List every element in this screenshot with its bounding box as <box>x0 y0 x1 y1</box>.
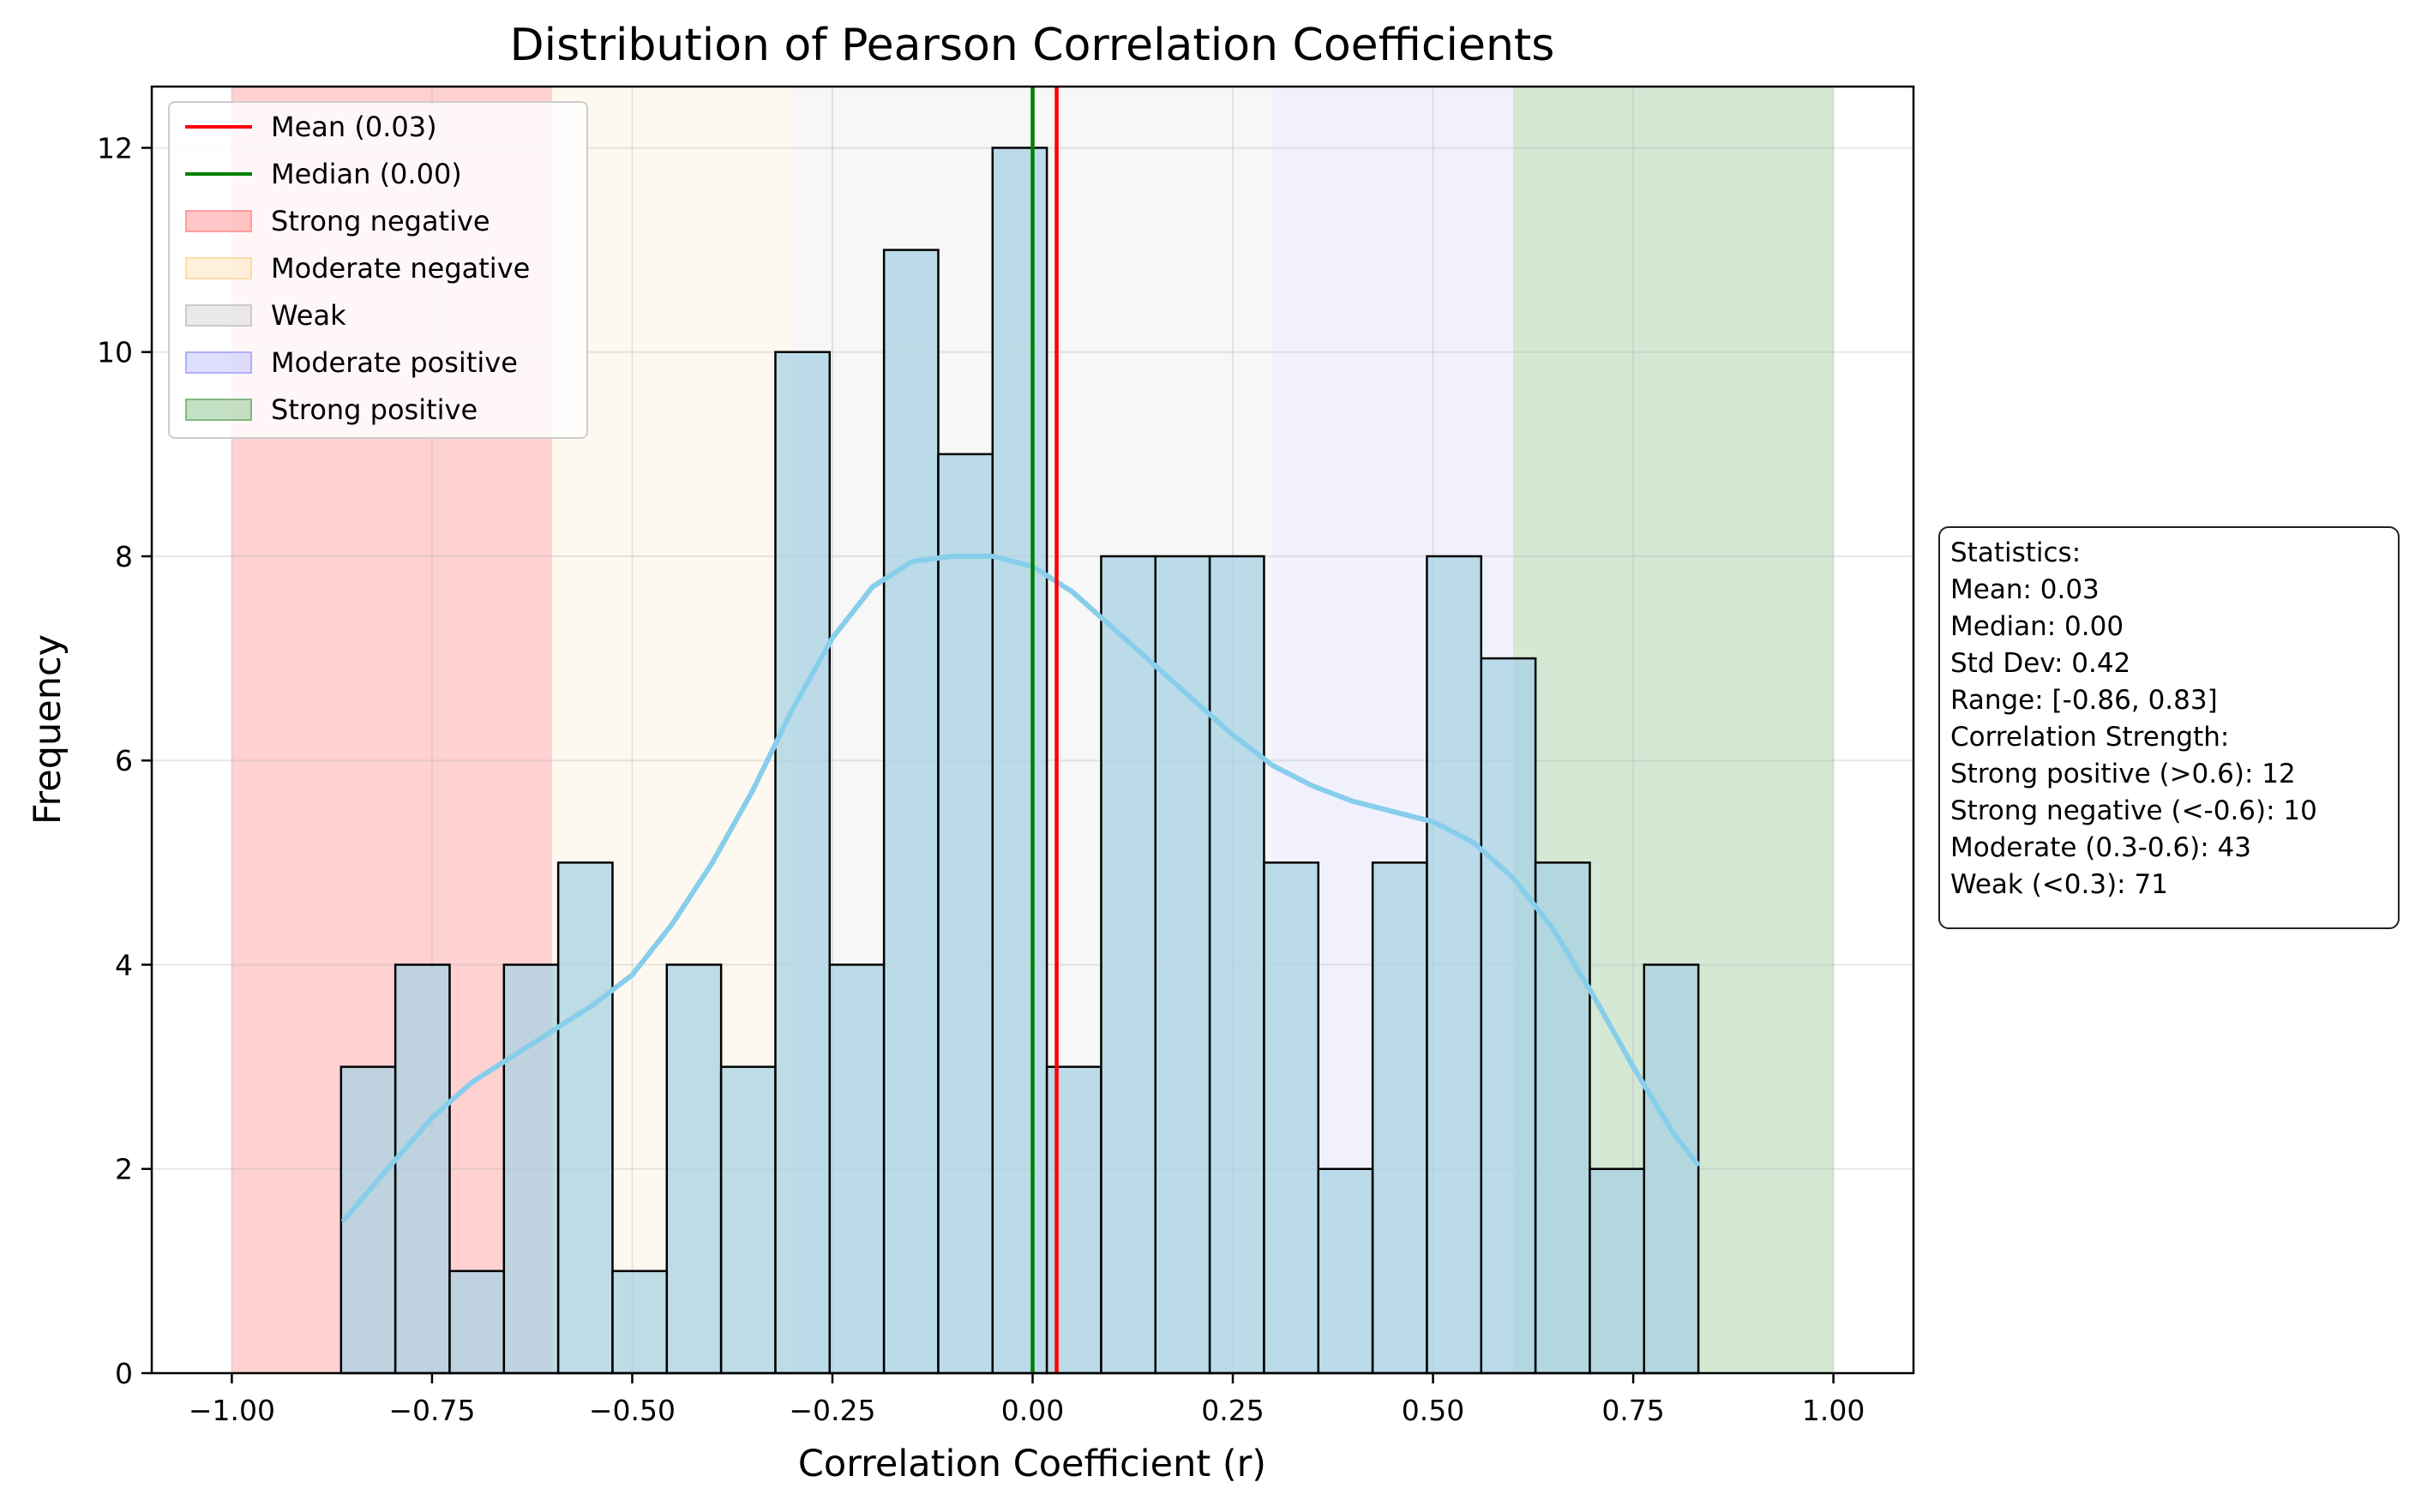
stats-line: Range: [-0.86, 0.83] <box>1950 685 2218 716</box>
histogram-bar <box>1208 555 1265 1375</box>
legend-mean-label: Mean (0.03) <box>271 111 437 143</box>
histogram-bar <box>393 963 451 1375</box>
y-tick-label: 8 <box>115 540 133 573</box>
legend-strong-negative-swatch <box>185 210 252 232</box>
stats-line: Strong negative (<-0.6): 10 <box>1950 795 2317 826</box>
legend-item-moderate-positive: Moderate positive <box>185 345 518 380</box>
histogram-bar <box>339 1065 397 1375</box>
stats-line: Weak (<0.3): 71 <box>1950 869 2168 900</box>
histogram-bar <box>502 963 560 1375</box>
histogram-bar <box>1371 861 1428 1375</box>
y-tick-label: 6 <box>115 744 133 777</box>
legend-median-label: Median (0.00) <box>271 158 462 190</box>
x-tick-label: 0.00 <box>1001 1394 1064 1427</box>
y-axis-ticks: 0 2 4 6 8 10 12 <box>97 131 152 1390</box>
x-tick-label: −1.00 <box>189 1394 275 1427</box>
chart-legend: Mean (0.03) Median (0.00) Strong negativ… <box>168 101 588 439</box>
x-tick-label: −0.75 <box>388 1394 475 1427</box>
x-tick-label: 0.50 <box>1402 1394 1464 1427</box>
x-tick-label: −0.25 <box>789 1394 875 1427</box>
legend-mean-line <box>185 125 252 129</box>
histogram-bar <box>665 963 723 1375</box>
histogram-bar <box>1317 1167 1374 1375</box>
stats-line: Strong positive (>0.6): 12 <box>1950 759 2296 789</box>
x-axis-label: Correlation Coefficient (r) <box>798 1443 1266 1485</box>
histogram-bar <box>719 1065 777 1375</box>
y-tick-label: 2 <box>115 1153 133 1186</box>
y-tick-label: 10 <box>97 336 133 369</box>
histogram-bar <box>828 963 886 1375</box>
x-tick-label: 1.00 <box>1802 1394 1865 1427</box>
y-tick-label: 4 <box>115 948 133 981</box>
legend-moderate-negative-swatch <box>185 257 252 279</box>
histogram-bar <box>1589 1167 1646 1375</box>
statistics-box: Statistics: Mean: 0.03 Median: 0.00 Std … <box>1938 526 2400 929</box>
histogram-bar <box>1263 861 1320 1375</box>
y-tick-label: 12 <box>97 131 133 165</box>
stats-line: Median: 0.00 <box>1950 611 2124 642</box>
legend-moderate-negative-label: Moderate negative <box>271 252 531 285</box>
legend-moderate-positive-label: Moderate positive <box>271 346 518 379</box>
histogram-bar <box>991 147 1048 1375</box>
x-tick-label: 0.25 <box>1201 1394 1264 1427</box>
histogram-bar <box>1154 555 1211 1375</box>
x-tick-label: −0.50 <box>589 1394 676 1427</box>
legend-strong-positive-label: Strong positive <box>271 393 478 426</box>
histogram-bar <box>1100 555 1157 1375</box>
chart-title: Distribution of Pearson Correlation Coef… <box>510 20 1555 71</box>
histogram-bar <box>1426 555 1483 1375</box>
histogram-bar <box>448 1269 506 1375</box>
stats-line: Moderate (0.3-0.6): 43 <box>1950 832 2252 863</box>
histogram-bar <box>774 351 832 1375</box>
legend-item-moderate-negative: Moderate negative <box>185 251 530 285</box>
y-tick-label: 0 <box>115 1357 133 1390</box>
x-axis-ticks: −1.00 −0.75 −0.50 −0.25 0.00 0.25 0.50 0.75 1.00 <box>189 1373 1865 1427</box>
y-axis-label: Frequency <box>27 634 69 825</box>
legend-item-median: Median (0.00) <box>185 157 462 191</box>
legend-item-mean: Mean (0.03) <box>185 110 437 144</box>
stats-line: Mean: 0.03 <box>1950 574 2100 605</box>
histogram-bar <box>611 1269 669 1375</box>
legend-median-line <box>185 172 252 176</box>
histogram-bar <box>556 861 614 1375</box>
stats-line: Correlation Strength: <box>1950 722 2230 753</box>
stats-line: Std Dev: 0.42 <box>1950 648 2131 679</box>
legend-item-strong-negative: Strong negative <box>185 204 490 238</box>
x-tick-label: 0.75 <box>1601 1394 1664 1427</box>
histogram-bar <box>937 453 994 1375</box>
legend-weak-label: Weak <box>271 299 346 332</box>
histogram-bar <box>1534 861 1591 1375</box>
histogram-bar <box>882 249 940 1375</box>
legend-moderate-positive-swatch <box>185 351 252 374</box>
legend-weak-swatch <box>185 304 252 327</box>
legend-strong-positive-swatch <box>185 399 252 421</box>
stats-line: Statistics: <box>1950 537 2082 568</box>
reference-lines <box>1030 87 1059 1373</box>
legend-item-strong-positive: Strong positive <box>185 393 478 427</box>
histogram-bar <box>1480 657 1537 1375</box>
histogram-bar <box>1643 963 1700 1375</box>
legend-item-weak: Weak <box>185 298 346 333</box>
legend-strong-negative-label: Strong negative <box>271 205 490 237</box>
